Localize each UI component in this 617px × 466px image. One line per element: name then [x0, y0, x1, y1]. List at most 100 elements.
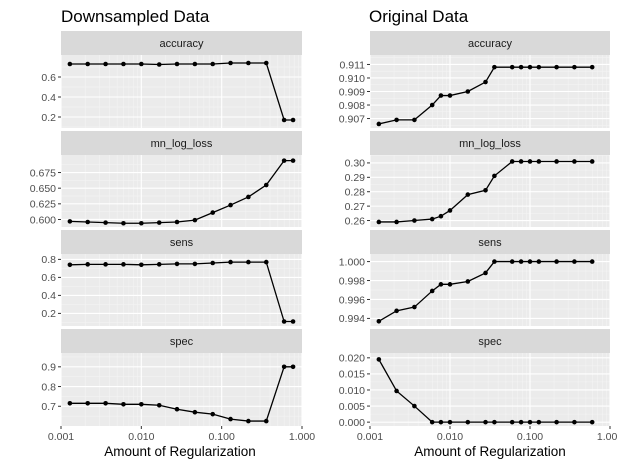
- data-point: [156, 62, 162, 67]
- data-point: [139, 401, 144, 407]
- facet-strip: [370, 31, 610, 55]
- x-axis-title-original: Amount of Regularization: [414, 444, 566, 459]
- facet-strip-label: spec: [170, 336, 194, 348]
- data-point: [85, 401, 91, 406]
- y-tick-label: 0.2: [41, 112, 56, 124]
- data-point: [394, 117, 399, 123]
- data-point: [139, 220, 144, 226]
- data-point: [228, 416, 233, 422]
- data-point: [483, 79, 488, 85]
- panel-background: [61, 155, 302, 227]
- data-point: [85, 262, 91, 267]
- facet-strip: [61, 329, 302, 353]
- y-tick-label: 0.010: [339, 385, 365, 397]
- facet-strip-label: mn_log_loss: [459, 138, 521, 150]
- data-point: [67, 262, 73, 268]
- data-point: [483, 187, 488, 193]
- y-tick-label: 0.911: [340, 59, 366, 71]
- data-point: [394, 219, 399, 225]
- data-point: [246, 259, 251, 265]
- data-point: [246, 418, 251, 424]
- panel-background: [370, 155, 610, 227]
- y-tick-label: 0.994: [339, 313, 365, 325]
- data-point: [85, 61, 91, 67]
- data-point: [228, 60, 233, 66]
- data-point: [376, 121, 382, 127]
- data-point: [465, 192, 471, 197]
- data-point: [483, 270, 488, 276]
- x-tick-label: 0.100: [209, 431, 235, 443]
- data-point: [376, 219, 382, 225]
- data-point: [412, 117, 417, 123]
- data-point: [518, 64, 524, 70]
- y-tick-label: 0.9: [41, 362, 56, 374]
- data-point: [174, 219, 180, 225]
- x-tick-label: 0.100: [517, 431, 543, 443]
- data-point: [447, 93, 453, 98]
- facet-strip: [370, 131, 610, 155]
- data-point: [85, 219, 91, 225]
- y-tick-label: 0.625: [30, 199, 56, 211]
- data-point: [589, 259, 595, 264]
- y-tick-label: 0.30: [345, 158, 366, 170]
- x-axis-title-downsampled: Amount of Regularization: [104, 444, 256, 459]
- series-line: [378, 260, 593, 322]
- data-point: [263, 418, 269, 424]
- data-point: [536, 419, 542, 425]
- y-tick-label: 1.000: [339, 256, 365, 268]
- data-point: [263, 259, 269, 265]
- data-point: [121, 262, 126, 267]
- data-point: [518, 259, 524, 264]
- facet-sens-0: sens 0.2 0.4 0.6 0.8: [41, 230, 303, 326]
- data-point: [492, 173, 497, 179]
- y-tick-label: 0.908: [339, 100, 365, 112]
- data-point: [527, 64, 533, 70]
- facet-panels: accuracy 0.2 0.4 0.6 mn_log_loss 0.600 0.625 0.…: [30, 31, 617, 443]
- facet-mn_log_loss-1: mn_log_loss 0.26 0.27 0.28 0.29 0.30: [345, 131, 611, 227]
- data-point: [210, 210, 216, 215]
- y-tick-label: 0.26: [345, 215, 366, 227]
- facet-strip-label: accuracy: [468, 38, 513, 50]
- x-tick-label: 1.000: [597, 431, 617, 443]
- x-tick-label: 1.000: [289, 431, 315, 443]
- y-tick-label: 0.000: [339, 417, 365, 429]
- facet-strip: [61, 131, 302, 155]
- facet-spec-1: spec 0.000 0.005 0.010 0.015 0.020 0.001 0.010 0…: [339, 329, 617, 443]
- data-point: [527, 159, 533, 164]
- data-point: [554, 159, 559, 164]
- data-point: [263, 60, 269, 66]
- data-point: [156, 402, 162, 408]
- data-point: [429, 102, 435, 108]
- data-point: [103, 401, 108, 406]
- data-point: [536, 259, 542, 264]
- data-point: [465, 419, 471, 425]
- chart-title-downsampled: Downsampled Data: [61, 7, 210, 26]
- y-tick-label: 0.910: [339, 73, 365, 85]
- facet-mn_log_loss-0: mn_log_loss 0.600 0.625 0.650 0.675: [30, 131, 303, 227]
- y-tick-label: 0.4: [41, 92, 56, 104]
- data-point: [589, 419, 595, 425]
- data-point: [210, 61, 216, 67]
- data-point: [412, 403, 417, 409]
- y-tick-label: 0.6: [41, 72, 56, 84]
- data-point: [103, 61, 108, 67]
- data-point: [429, 216, 435, 222]
- data-point: [412, 304, 417, 310]
- data-point: [246, 194, 251, 200]
- y-tick-label: 0.6: [41, 272, 56, 284]
- data-point: [554, 419, 559, 425]
- facet-strip-label: spec: [478, 336, 502, 348]
- data-point: [509, 159, 515, 164]
- y-tick-label: 0.650: [30, 183, 56, 195]
- data-point: [174, 261, 180, 267]
- data-point: [483, 419, 488, 425]
- data-point: [174, 61, 180, 67]
- data-point: [527, 419, 533, 425]
- data-point: [518, 159, 524, 164]
- data-point: [174, 406, 180, 412]
- data-point: [394, 308, 399, 314]
- data-point: [376, 318, 382, 324]
- data-point: [527, 259, 533, 264]
- data-point: [589, 64, 595, 70]
